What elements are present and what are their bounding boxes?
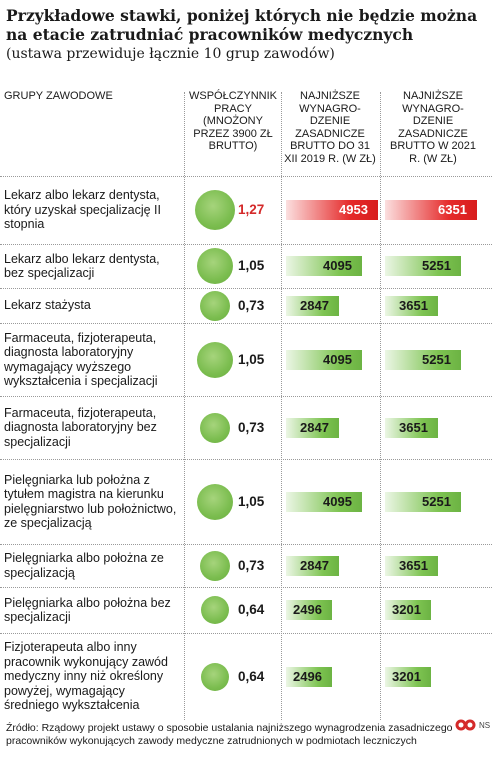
- coef-circle: [200, 290, 230, 321]
- chart-subtitle: (ustawa przewiduje łącznie 10 grup zawod…: [6, 46, 335, 62]
- bar-2021: [385, 349, 461, 370]
- bar-2021-value: 3201: [392, 602, 421, 617]
- bar-2021-value: 3651: [399, 419, 428, 435]
- header-min2021: NAJNIŻSZE WYNAGRO- DZENIE ZASADNICZE BRU…: [390, 90, 476, 165]
- bar-2021-value: 3201: [392, 668, 421, 684]
- coef-value: 1,05: [238, 351, 265, 367]
- row-separator: [0, 288, 492, 289]
- bar-2021-value: 5251: [422, 493, 451, 509]
- group-label: Farmaceuta, fizjoterapeuta, diagnosta la…: [4, 405, 157, 449]
- coef-circle: [197, 341, 233, 378]
- bar-2019-value: 4953: [339, 202, 368, 217]
- row-separator: [0, 633, 492, 634]
- coef-value: 1,27: [238, 202, 265, 217]
- column-separator: [380, 92, 381, 720]
- row-separator: [0, 587, 492, 588]
- header-coef: WSPÓŁCZYNNIK PRACY (MNOŻONY PRZEZ 3900 Z…: [188, 90, 277, 152]
- bar-2019: [286, 295, 339, 316]
- bar-2021: [385, 555, 438, 576]
- row-separator: [0, 459, 492, 460]
- bar-2021-value: 5251: [422, 258, 451, 273]
- group-label: Pielęgniarka albo położna ze specjalizac…: [4, 551, 164, 580]
- coef-value: 0,64: [238, 668, 265, 684]
- coef-circle: [201, 662, 229, 691]
- bar-2021: [385, 491, 461, 512]
- group-label: Fizjoterapeuta albo inny pracownik wykon…: [4, 640, 168, 713]
- coef-value: 0,64: [238, 602, 265, 617]
- ns-label: NS: [479, 721, 491, 730]
- chart-title: Przykładowe stawki, poniżej których nie …: [6, 6, 478, 44]
- row-separator: [0, 544, 492, 545]
- bar-2021-value: 3651: [399, 297, 428, 313]
- coef-circle: [197, 248, 233, 284]
- row-separator: [0, 244, 492, 245]
- bar-2019: [286, 200, 378, 220]
- bar-2019-value: 4095: [323, 258, 352, 273]
- bar-2019: [286, 417, 339, 438]
- header-min2019: NAJNIŻSZE WYNAGRO- DZENIE ZASADNICZE BRU…: [284, 90, 376, 165]
- bar-2019-value: 4095: [323, 351, 352, 367]
- bar-2019: [286, 600, 332, 620]
- bar-2021: [385, 200, 477, 220]
- group-label: Lekarz albo lekarz dentysta, bez specjal…: [4, 251, 160, 281]
- bar-2021: [385, 295, 438, 316]
- bar-2019-value: 2847: [300, 419, 329, 435]
- row-separator: [0, 176, 492, 177]
- coef-value: 1,05: [238, 493, 265, 509]
- coef-circle: [200, 550, 230, 581]
- header-groups: GRUPY ZAWODOWE: [4, 90, 113, 102]
- bar-2021: [385, 666, 431, 687]
- row-separator: [0, 396, 492, 397]
- bar-2021: [385, 600, 431, 620]
- bar-2019-value: 2496: [293, 668, 322, 684]
- bar-2019: [286, 666, 332, 687]
- coef-value: 0,73: [238, 297, 265, 313]
- group-label: Lekarz stażysta: [4, 298, 91, 313]
- coef-circle: [195, 190, 235, 230]
- bar-2019-value: 2847: [300, 297, 329, 313]
- coef-circle: [200, 412, 230, 443]
- coef-value: 0,73: [238, 419, 265, 435]
- bar-2021: [385, 256, 461, 276]
- bar-2019: [286, 349, 362, 370]
- column-separator: [184, 92, 185, 720]
- source-note: Źródło: Rządowy projekt ustawy o sposobi…: [6, 722, 453, 747]
- bar-2019-value: 2496: [293, 602, 322, 617]
- coef-value: 1,05: [238, 258, 265, 273]
- coef-value: 0,73: [238, 557, 265, 573]
- column-separator: [281, 92, 282, 720]
- coef-circle: [197, 483, 233, 520]
- publisher-logo-icon: [455, 719, 476, 731]
- bar-2019-value: 4095: [323, 493, 352, 509]
- bar-2021-value: 5251: [422, 351, 451, 367]
- group-label: Pielęgniarka lub położna z tytułem magis…: [4, 472, 177, 531]
- bar-2021-value: 3651: [399, 557, 428, 573]
- bar-2019: [286, 256, 362, 276]
- group-label: Pielęgniarka albo położna bez specjaliza…: [4, 595, 171, 625]
- bar-2019: [286, 491, 362, 512]
- row-separator: [0, 323, 492, 324]
- bar-2019-value: 2847: [300, 557, 329, 573]
- group-label: Lekarz albo lekarz dentysta, który uzysk…: [4, 188, 162, 232]
- bar-2021: [385, 417, 438, 438]
- bar-2021-value: 6351: [438, 202, 467, 217]
- bar-2019: [286, 555, 339, 576]
- group-label: Farmaceuta, fizjoterapeuta, diagnosta la…: [4, 330, 158, 389]
- coef-circle: [201, 596, 229, 624]
